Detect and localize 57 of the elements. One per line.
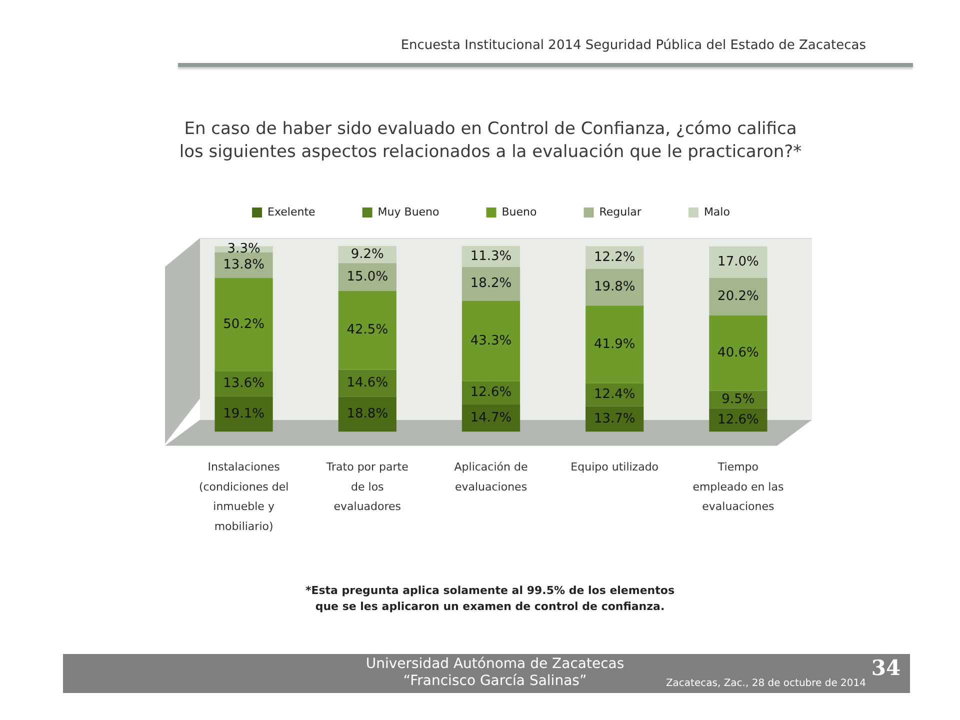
legend-label: Bueno: [502, 205, 538, 218]
bar: [338, 396, 396, 432]
bar: [462, 300, 520, 382]
data-label: 12.2%: [594, 250, 636, 265]
data-label: 42.5%: [346, 322, 388, 338]
bar: [586, 246, 644, 269]
data-label: 50.2%: [223, 316, 264, 332]
text: Universidad Autónoma de Zacatecas: [364, 656, 626, 672]
bar: [586, 268, 644, 306]
data-label: 17.0%: [718, 254, 759, 270]
x-tick-label: Trato por parte de los evaluadores: [325, 460, 409, 514]
legend-label: Regular: [599, 205, 642, 218]
data-label: 18.8%: [346, 406, 388, 422]
text: *Esta pregunta aplica solamente al 99.5% de los elementos que se les aplicaron un examen de control de confianza.: [304, 583, 676, 615]
bar: [214, 278, 273, 372]
data-label: 14.7%: [470, 410, 512, 426]
bar: [709, 278, 768, 316]
bar: [462, 266, 520, 301]
data-label: 19.8%: [594, 280, 636, 295]
x-tick-label: Tiempo empleado en las evaluaciones: [692, 460, 784, 514]
bar: [462, 404, 520, 432]
data-label: 20.2%: [718, 289, 759, 304]
bar: [709, 315, 768, 391]
data-label: 12.6%: [718, 412, 759, 428]
data-label: 43.3%: [470, 333, 512, 348]
bar: [214, 396, 273, 432]
x-tick-label: Instalaciones (condiciones del inmueble y mobiliario): [198, 460, 289, 533]
data-label: 19.1%: [223, 406, 264, 422]
data-label: 18.2%: [470, 276, 512, 292]
text: Zacatecas, Zac., 28 de octubre de 2014: [664, 678, 866, 689]
bar: [586, 306, 644, 384]
data-label: 13.8%: [223, 257, 264, 272]
data-label: 41.9%: [594, 336, 636, 352]
data-label: 40.6%: [718, 345, 759, 360]
data-label: 15.0%: [346, 269, 388, 284]
bar: [214, 371, 273, 396]
legend-label: Muy Bueno: [378, 205, 440, 218]
text: Encuesta Institucional 2014 Seguridad Pública del Estado de Zacatecas: [400, 38, 866, 53]
text: 34: [870, 655, 902, 680]
bar: [709, 246, 768, 278]
data-label: 9.2%: [350, 246, 384, 262]
data-label: 14.6%: [346, 376, 388, 391]
x-tick-label: Equipo utilizado: [570, 460, 659, 474]
legend-label: Malo: [704, 205, 730, 218]
x-tick-label: Aplicación de evaluaciones: [454, 460, 528, 494]
bar: [338, 263, 396, 291]
data-label: 12.6%: [470, 385, 512, 400]
data-label: 13.6%: [223, 376, 264, 392]
data-label: 12.4%: [594, 387, 636, 402]
chart-title: En caso de haber sido evaluado en Control de Confianza, ¿cómo califica los siguientes aspectos relacionados a la evaluación que le practicaron?*: [178, 118, 803, 164]
data-label: 11.3%: [470, 248, 512, 264]
legend-label: Exelente: [268, 205, 316, 218]
bar: [338, 290, 396, 370]
data-label: 9.5%: [722, 392, 755, 407]
data-label: 3.3%: [227, 242, 260, 257]
text: “Francisco García Salinas”: [402, 673, 588, 689]
data-label: 13.7%: [594, 411, 636, 426]
